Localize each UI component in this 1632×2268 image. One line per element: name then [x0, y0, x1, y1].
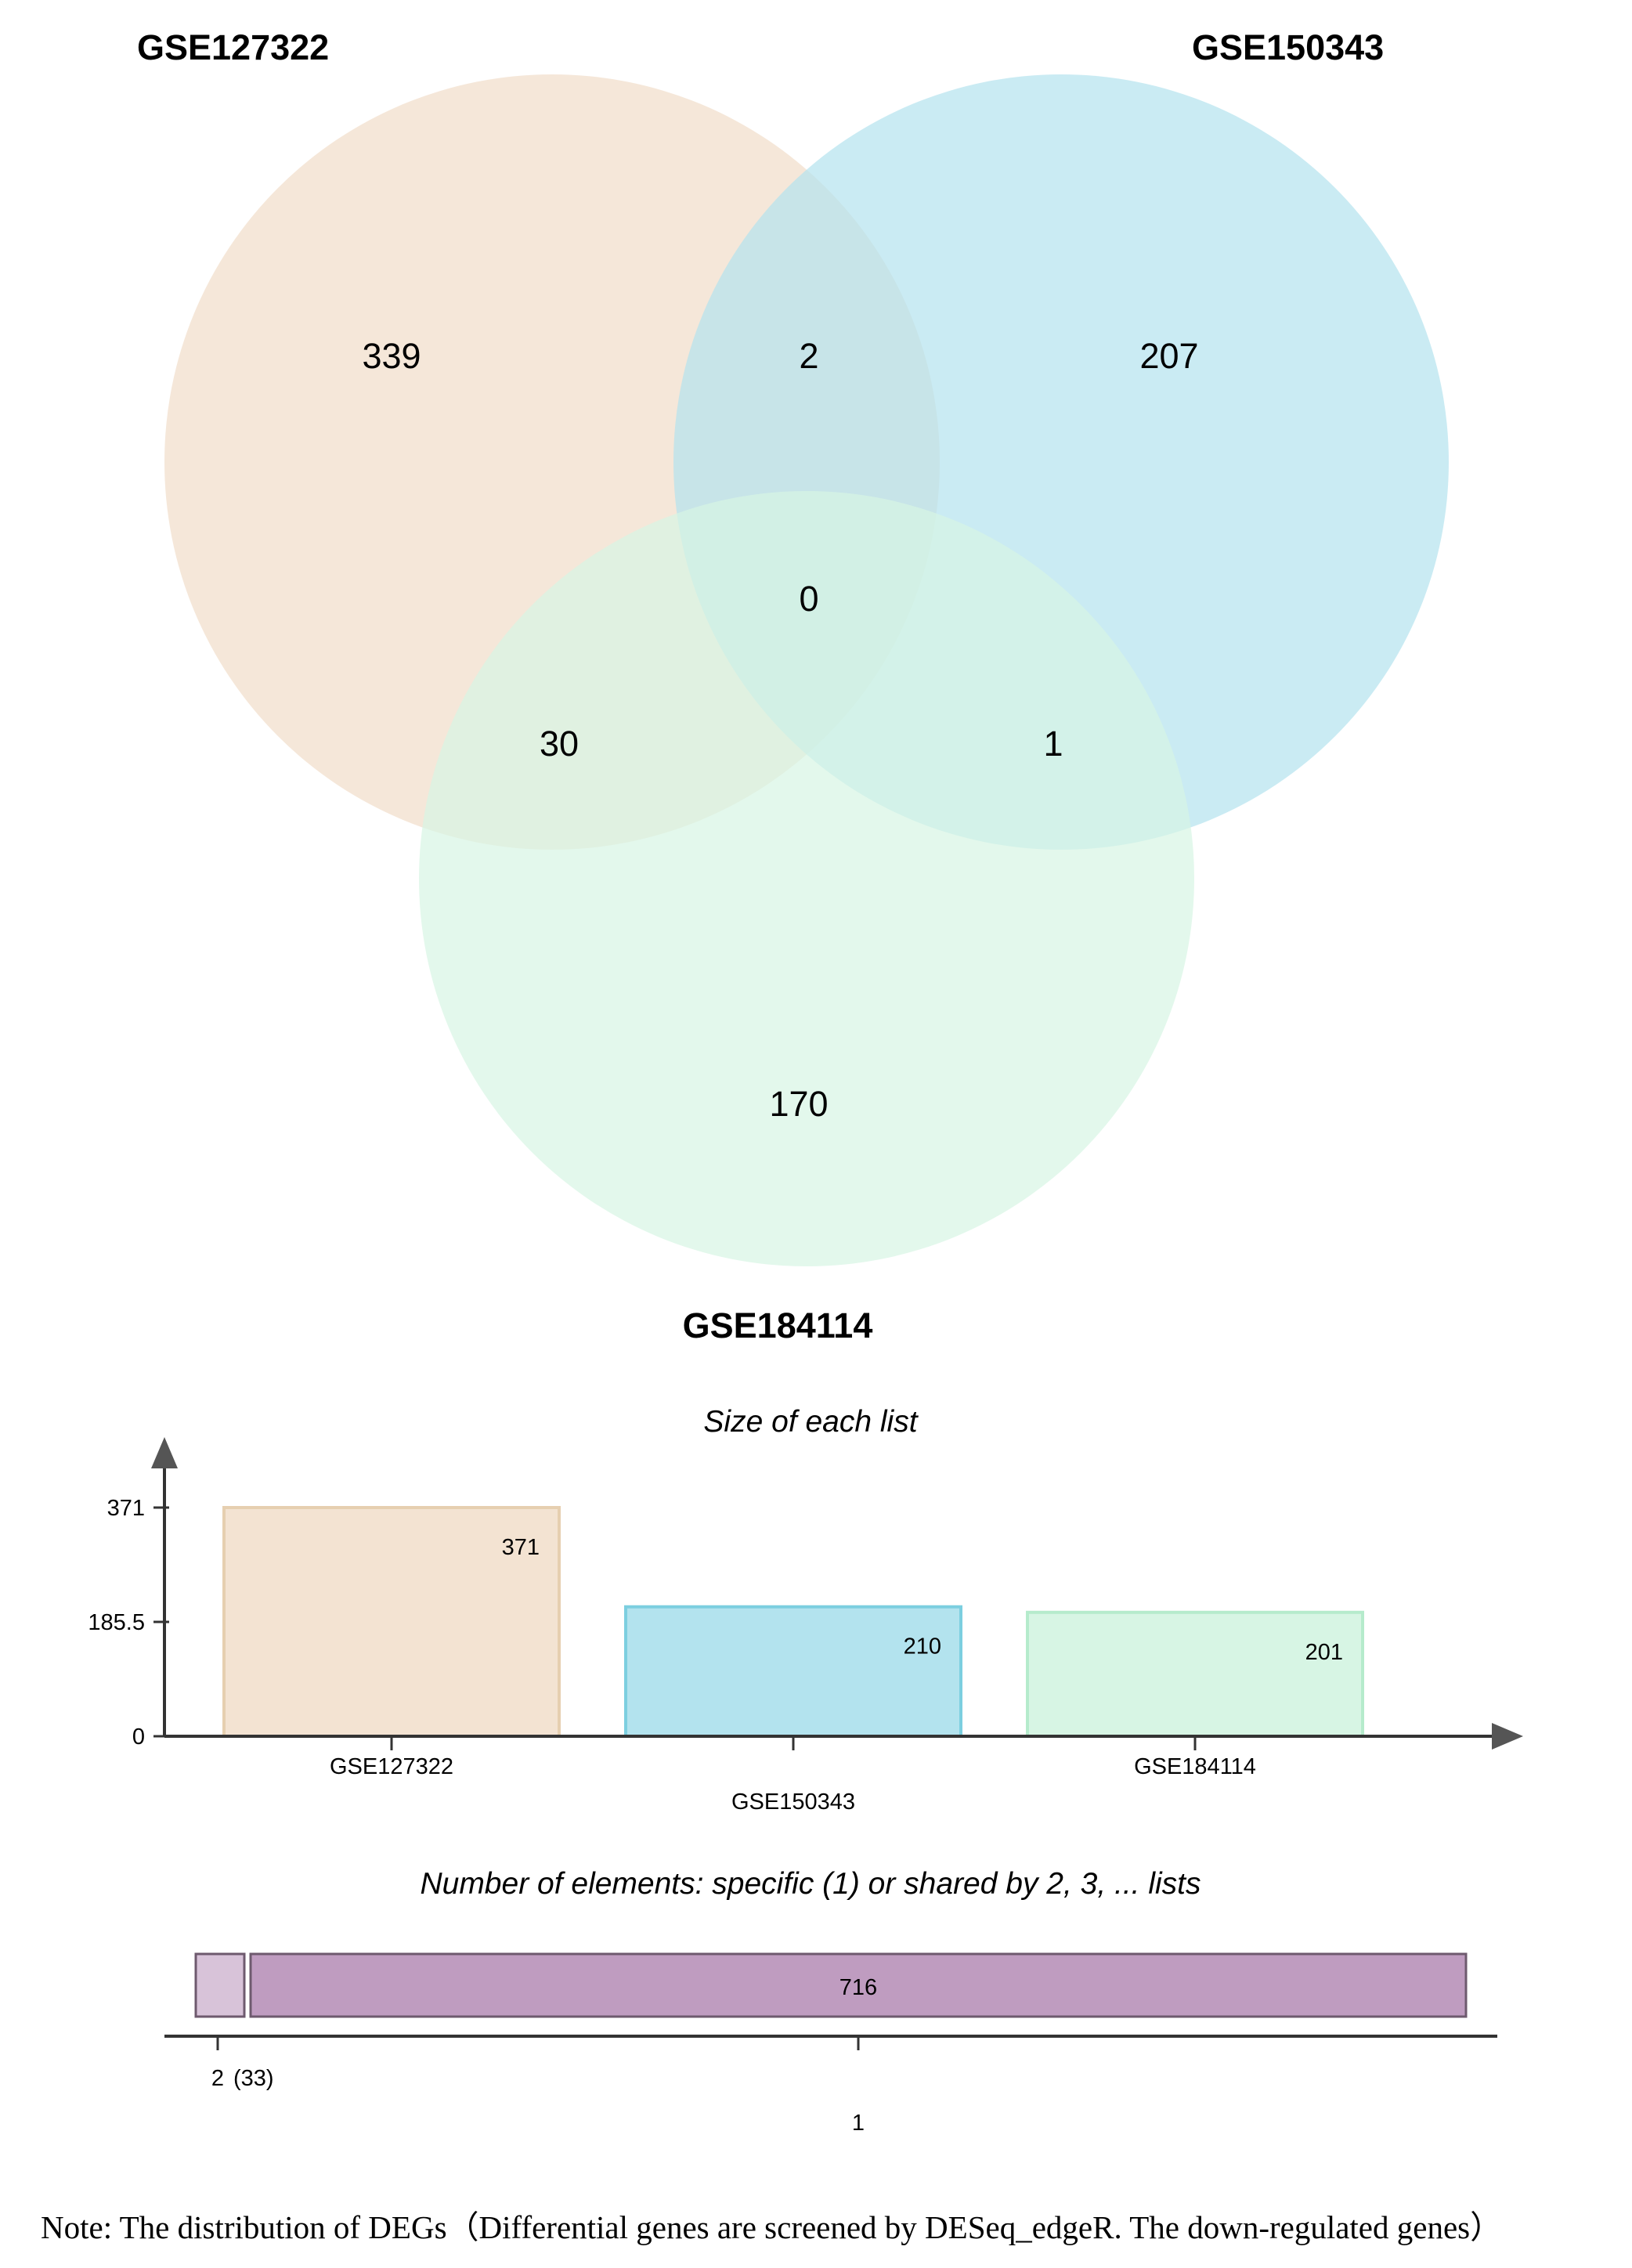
size-bar-gse127322 [222, 1506, 561, 1738]
size-chart-axes: 0 185.5 371 GSE127322 GSE150343 GSE184114 [88, 1437, 1523, 1815]
size-bar-value-label: 371 [502, 1535, 540, 1560]
y-tick-label: 0 [132, 1724, 145, 1750]
shared-tick-label-2: 2 [211, 2066, 224, 2091]
shared-segment-1 [249, 1952, 1468, 2018]
venn-set-title-gse150343: GSE150343 [1192, 27, 1384, 67]
venn-count-gse127322-only: 339 [362, 336, 421, 376]
shared-chart-title: Number of elements: specific (1) or shar… [420, 1867, 1201, 1901]
venn-count-150343-184114: 1 [1043, 724, 1063, 764]
y-tick-label: 185.5 [88, 1610, 145, 1635]
y-axis-arrow-icon [151, 1437, 178, 1468]
size-bar-gse184114 [1026, 1610, 1364, 1738]
shared-segment-1-value: 716 [839, 1975, 877, 2000]
shared-segment-2-value: (33) [233, 2066, 274, 2091]
shared-elements-chart: Number of elements: specific (1) or shar… [164, 1867, 1497, 2136]
venn-count-gse150343-only: 207 [1139, 336, 1198, 376]
shared-segment-2 [194, 1952, 246, 2018]
venn-count-gse184114-only: 170 [769, 1084, 828, 1124]
size-bar-gse150343 [624, 1605, 962, 1739]
size-chart-bars: 371 210 201 [222, 1506, 1364, 1739]
x-tick-label-gse184114: GSE184114 [1134, 1754, 1256, 1779]
size-chart-title: Size of each list [703, 1405, 919, 1439]
figure-note: Note: The distribution of DEGs（Different… [41, 2209, 1502, 2245]
shared-tick-label-1: 1 [852, 2111, 865, 2136]
size-bar-value-label: 201 [1305, 1640, 1343, 1665]
venn-set-title-gse184114: GSE184114 [683, 1306, 873, 1345]
venn-count-127322-150343: 2 [799, 336, 818, 376]
venn-count-all-three: 0 [799, 579, 818, 619]
shared-chart-bars: 716 2 (33) 1 [164, 1952, 1497, 2136]
venn-circle-gse184114 [419, 491, 1194, 1266]
venn-diagram: GSE127322 GSE150343 GSE184114 339 207 17… [137, 27, 1449, 1345]
x-tick-label-gse127322: GSE127322 [330, 1754, 453, 1779]
venn-count-127322-184114: 30 [540, 724, 579, 764]
size-bar-value-label: 210 [904, 1634, 941, 1659]
x-tick-label-gse150343: GSE150343 [731, 1789, 855, 1815]
venn-set-title-gse127322: GSE127322 [137, 27, 329, 67]
y-tick-label: 371 [107, 1496, 145, 1521]
size-of-each-list-chart: Size of each list 371 210 201 0 185.5 371 GSE… [88, 1405, 1523, 1815]
x-axis-arrow-icon [1492, 1723, 1523, 1750]
